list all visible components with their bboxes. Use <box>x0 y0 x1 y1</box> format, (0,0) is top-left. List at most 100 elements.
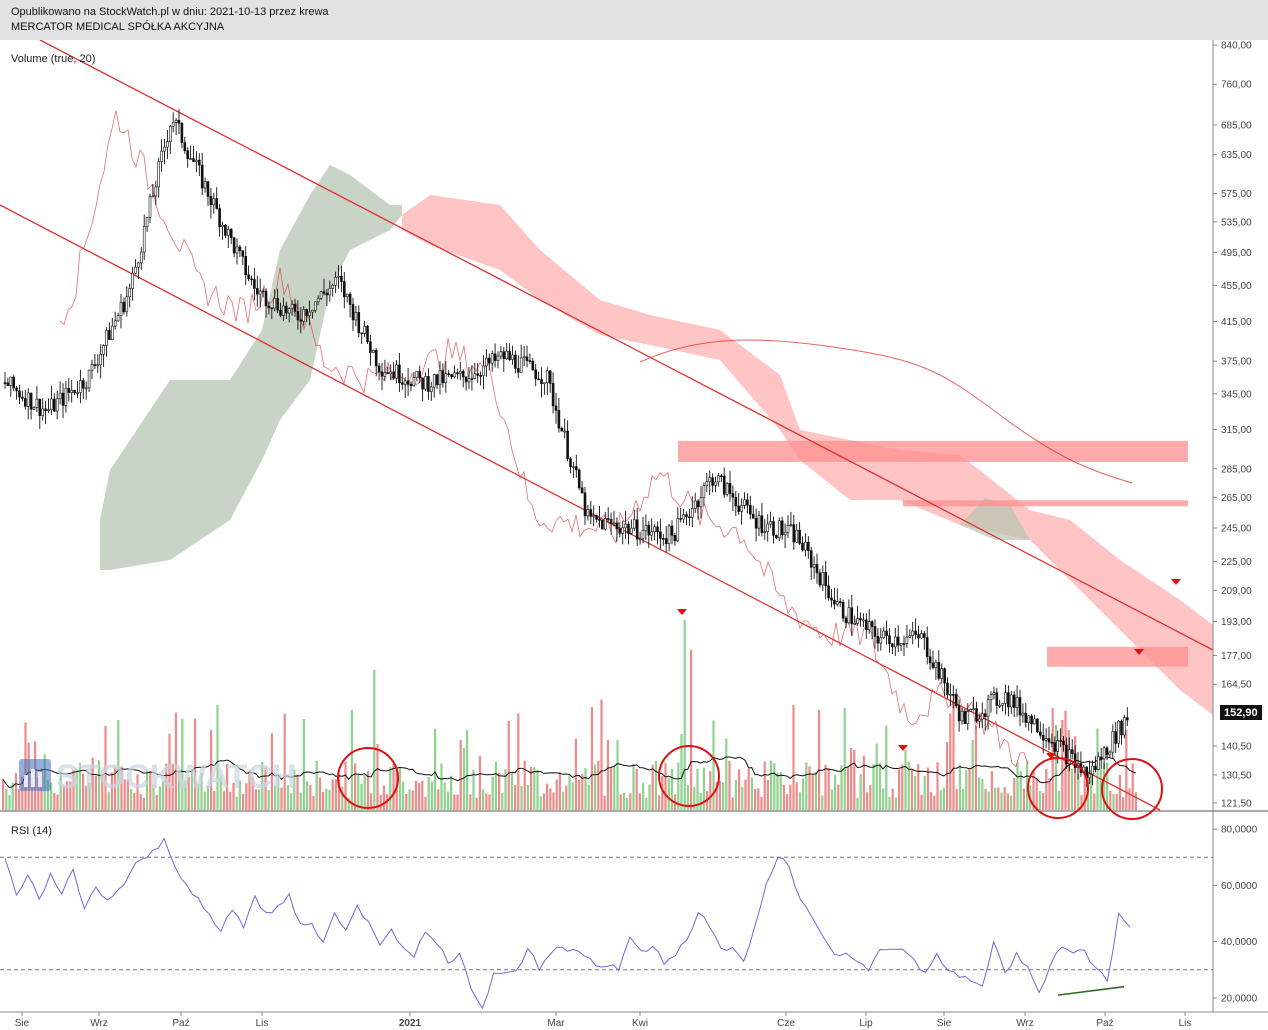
price-tick-label: 375,00 <box>1221 357 1252 368</box>
volume-bar <box>488 794 491 810</box>
candle-body <box>731 493 735 498</box>
volume-bar <box>814 771 817 810</box>
ichimoku-cloud <box>100 165 1213 715</box>
volume-bar <box>878 763 881 810</box>
candle-body <box>227 228 230 236</box>
candle-body <box>514 354 517 369</box>
volume-bar <box>206 786 209 810</box>
candle-body <box>58 392 62 400</box>
volume-bar <box>418 782 421 810</box>
volume-bar <box>1106 762 1109 810</box>
volume-bar <box>162 781 165 810</box>
price-tick-label: 575,00 <box>1221 189 1252 200</box>
rsi-tick-label: 20,0000 <box>1221 993 1258 1004</box>
volume-bar <box>216 705 219 810</box>
volume-bar <box>686 785 689 810</box>
candle-body <box>789 524 793 527</box>
candle-body <box>264 290 268 307</box>
candle-body <box>934 662 938 668</box>
candle-body <box>215 198 218 209</box>
volume-bar <box>562 791 565 810</box>
candle-body <box>630 527 633 534</box>
candle-body <box>893 636 897 648</box>
price-tick-label: 635,00 <box>1221 150 1252 161</box>
candle-body <box>421 377 424 390</box>
time-tick-label: Sie <box>937 1018 952 1029</box>
candle-body <box>113 320 117 327</box>
volume-bar <box>590 706 593 810</box>
candle-body <box>902 643 906 645</box>
candle-body <box>386 372 390 375</box>
volume-bar <box>171 763 174 810</box>
price-tick-label: 209,00 <box>1221 586 1252 597</box>
candle-body <box>371 349 375 353</box>
candle-body <box>714 481 717 486</box>
volume-bar <box>75 768 78 810</box>
volume-bar <box>952 701 955 810</box>
volume-bar <box>866 792 869 810</box>
candle-body <box>632 519 636 529</box>
candle-body <box>50 398 53 410</box>
candle-body <box>783 532 787 535</box>
volume-bar <box>587 784 590 810</box>
volume-bar <box>702 767 705 810</box>
volume-bar <box>766 779 769 810</box>
candle-body <box>282 305 285 316</box>
volume-bar <box>120 766 123 810</box>
volume-bar <box>110 772 113 810</box>
candle-body <box>960 710 964 722</box>
candle-body <box>821 572 825 586</box>
candle-body <box>702 485 706 499</box>
candle-body <box>1088 773 1091 779</box>
candle-body <box>160 150 163 163</box>
candle-body <box>769 521 772 525</box>
candle-body <box>1047 738 1051 743</box>
candle-body <box>334 276 337 286</box>
candle-body <box>450 374 453 378</box>
time-tick-label: 2021 <box>399 1018 422 1029</box>
candle-body <box>183 142 187 151</box>
volume-bar <box>978 777 981 810</box>
candle-body <box>531 360 535 371</box>
candle-body <box>73 389 76 394</box>
candle-body <box>1027 715 1030 724</box>
candle-body <box>920 633 923 639</box>
candle-body <box>595 515 598 520</box>
candle-body <box>96 364 100 367</box>
candle-body <box>844 617 848 624</box>
volume-bar <box>85 785 88 810</box>
volume-bar <box>469 794 472 810</box>
volume-bar <box>987 791 990 810</box>
candle-body <box>313 301 317 311</box>
volume-bar <box>936 762 939 810</box>
candle-body <box>978 718 981 722</box>
rsi-tick-label: 40,0000 <box>1221 937 1258 948</box>
candle-body <box>754 517 758 529</box>
candle-body <box>917 634 920 639</box>
candle-body <box>424 376 427 390</box>
candle-body <box>111 325 114 340</box>
candle-body <box>922 633 926 638</box>
rsi-reference-lines <box>0 856 1213 971</box>
volume-bar <box>965 770 968 810</box>
volume-bar <box>894 797 897 810</box>
candle-body <box>664 538 668 544</box>
candle-body <box>519 357 523 373</box>
time-tick-label: Paź <box>172 1018 189 1029</box>
volume-bar <box>322 792 325 810</box>
candle-body <box>79 380 82 393</box>
candle-body <box>482 365 485 376</box>
volume-bar <box>699 792 702 810</box>
candle-body <box>70 389 73 393</box>
candle-body <box>574 466 578 471</box>
candle-body <box>563 430 567 433</box>
candle-body <box>792 524 796 543</box>
candle-body <box>711 477 714 486</box>
price-tick-label: 121,50 <box>1221 799 1252 810</box>
candle-body <box>751 513 755 519</box>
volume-bar <box>203 791 206 810</box>
volume-bar <box>78 762 81 810</box>
volume-bar <box>638 793 641 810</box>
candle-body <box>47 409 50 411</box>
volume-bar <box>424 796 427 810</box>
